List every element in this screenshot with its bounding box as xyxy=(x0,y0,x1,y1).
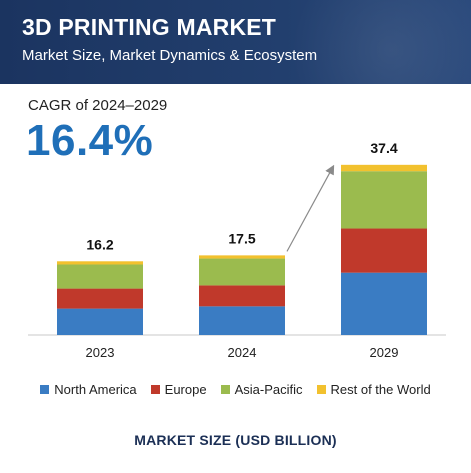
growth-arrow xyxy=(286,164,335,252)
bar-segment-2024-rest-of-the-world xyxy=(199,255,285,259)
legend-label: Rest of the World xyxy=(330,382,431,397)
bar-segment-2023-north-america xyxy=(57,308,143,335)
bar-total-label: 17.5 xyxy=(228,230,255,246)
legend-swatch xyxy=(150,385,160,394)
chart-footer-title: MARKET SIZE (USD BILLION) xyxy=(134,432,337,448)
bar-segment-2029-europe xyxy=(341,228,427,273)
cagr-value: 16.4% xyxy=(26,116,154,165)
page-subtitle: Market Size, Market Dynamics & Ecosystem xyxy=(22,47,318,64)
legend-item: North America xyxy=(40,382,137,397)
bar-segment-2024-europe xyxy=(199,285,285,307)
bar-segment-2024-north-america xyxy=(199,306,285,335)
legend-swatch xyxy=(40,385,50,394)
bar-segment-2029-rest-of-the-world xyxy=(341,164,427,172)
bar-total-label: 16.2 xyxy=(86,236,113,252)
legend-swatch xyxy=(220,385,230,394)
chart-legend: North America Europe Asia-Pacific Rest of t… xyxy=(0,382,471,397)
legend-item: Asia-Pacific xyxy=(220,382,303,397)
legend-item: Rest of the World xyxy=(316,382,431,397)
x-tick-label: 2023 xyxy=(86,345,115,360)
bar-segment-2023-asia-pacific xyxy=(57,264,143,289)
x-tick-label: 2024 xyxy=(228,345,257,360)
header-banner: 3D PRINTING MARKET Market Size, Market D… xyxy=(0,0,471,84)
bar-segment-2024-asia-pacific xyxy=(199,258,285,286)
cagr-label: CAGR of 2024–2029 xyxy=(28,97,168,114)
bar-segment-2023-rest-of-the-world xyxy=(57,261,143,265)
legend-swatch xyxy=(316,385,326,394)
stacked-bar-chart: 16.2 2023 17.5 2024 37.4 2029 xyxy=(28,140,446,360)
legend-label: Asia-Pacific xyxy=(234,382,303,397)
legend-item: Europe xyxy=(150,382,207,397)
bar-segment-2029-asia-pacific xyxy=(341,171,427,229)
legend-label: North America xyxy=(54,382,137,397)
bar-segment-2029-north-america xyxy=(341,272,427,335)
bar-segment-2023-europe xyxy=(57,288,143,309)
page-title: 3D PRINTING MARKET xyxy=(22,14,277,40)
bar-total-label: 37.4 xyxy=(370,140,397,156)
x-tick-label: 2029 xyxy=(370,345,399,360)
legend-label: Europe xyxy=(164,382,207,397)
